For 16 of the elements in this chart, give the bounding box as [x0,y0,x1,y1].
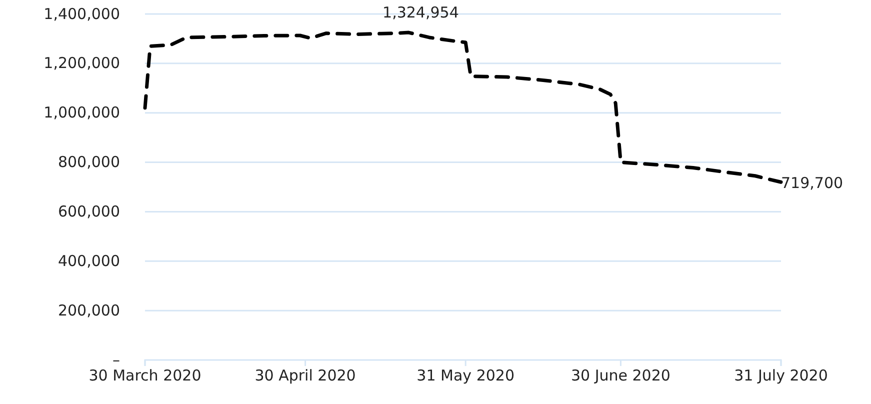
y-tick-label: 400,000 [58,252,120,270]
y-tick-label: 200,000 [58,301,120,320]
x-tick-label: 30 April 2020 [254,366,356,385]
y-tick-label: 800,000 [58,153,120,172]
line-series [143,30,783,184]
y-tick-label: – [112,350,120,369]
data-label: 1,324,954 [382,4,459,22]
y-tick-label: 1,000,000 [44,104,120,122]
x-tick-label: 31 May 2020 [416,366,514,385]
x-tick-label: 30 June 2020 [570,366,670,385]
y-tick-label: 600,000 [58,202,120,221]
x-tick-label: 31 July 2020 [734,366,828,385]
y-tick-label: 1,400,000 [44,4,120,23]
x-tick-label: 30 March 2020 [88,366,202,385]
data-label: 719,700 [781,174,844,192]
y-tick-label: 1,200,000 [44,54,120,72]
